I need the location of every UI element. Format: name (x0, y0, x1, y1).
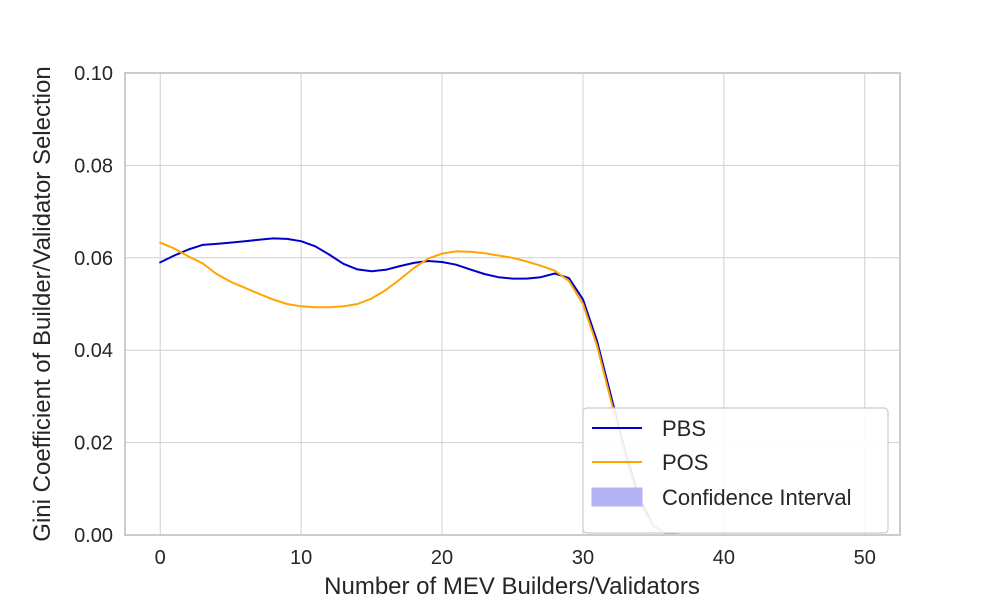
plot-frame (124, 72, 901, 536)
legend: PBS POS Confidence Interval (582, 407, 889, 534)
y-tick-label: 0.06 (74, 248, 113, 270)
y-axis-title: Gini Coefficient of Builder/Validator Se… (29, 66, 56, 541)
x-tick-label: 10 (290, 547, 312, 569)
x-tick-label: 0 (155, 547, 166, 569)
x-tick-label: 20 (431, 547, 453, 569)
y-tick-label: 0.10 (74, 63, 113, 85)
legend-ci-label: Confidence Interval (662, 485, 852, 510)
y-tick-labels: 0.00 0.02 0.04 0.06 0.08 0.10 (74, 63, 113, 547)
x-tick-labels: 0 10 20 30 40 50 (155, 547, 876, 569)
x-tick-label: 30 (572, 547, 594, 569)
x-tick-label: 40 (713, 547, 735, 569)
legend-pbs-label: PBS (662, 416, 706, 441)
legend-ci-swatch (591, 487, 643, 507)
legend-pos-label: POS (662, 450, 708, 475)
y-tick-label: 0.02 (74, 433, 113, 455)
y-tick-label: 0.00 (74, 525, 113, 547)
legend-box (582, 407, 889, 534)
y-tick-label: 0.04 (74, 340, 113, 362)
x-axis-title: Number of MEV Builders/Validators (324, 573, 700, 600)
y-tick-label: 0.08 (74, 155, 113, 177)
x-tick-label: 50 (854, 547, 876, 569)
